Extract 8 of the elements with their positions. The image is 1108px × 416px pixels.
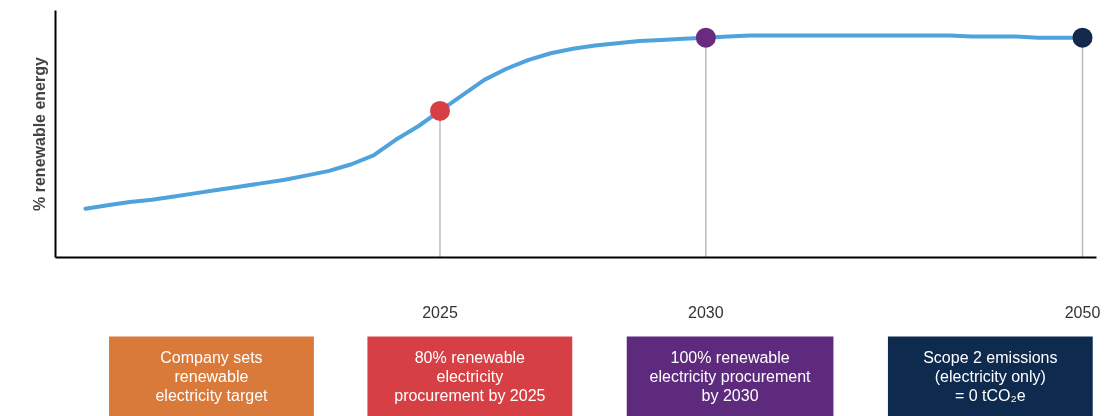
text: Company sets renewable electricity target [155,349,269,404]
text: 100% renewable electricity procurement by 2030 [649,349,812,404]
y-axis-title: % renewable energy [30,56,48,211]
x-tick-label: 2050 [1064,303,1101,321]
x-tick-label: 2025 [422,303,458,321]
text: Scope 2 emissions (electricity only) = 0 tCO₂e [923,349,1058,404]
x-tick-label: 2030 [688,303,724,321]
text: 80% renewable electricity procurement by 2025 [394,349,546,404]
